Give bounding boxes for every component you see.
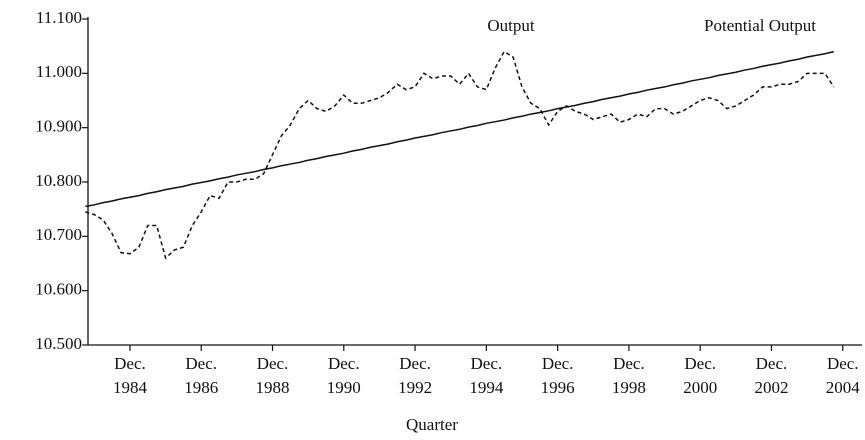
x-tick-label: Dec. 1984 — [112, 354, 147, 397]
x-tick-label: Dec. 2000 — [683, 354, 718, 397]
y-tick-label: 11.000 — [36, 62, 82, 81]
x-tick-label: Dec. 1998 — [611, 354, 646, 397]
annotation: Potential Output — [704, 16, 816, 35]
line-solid — [85, 50, 835, 208]
y-tick-label: 10.500 — [35, 334, 82, 353]
y-tick-label: 10.700 — [35, 225, 82, 244]
x-tick-label: Dec. 1996 — [540, 354, 575, 397]
y-tick-label: 11.100 — [36, 8, 82, 27]
x-tick-label: Dec. 1990 — [326, 354, 361, 397]
y-tick-label: 10.900 — [35, 117, 82, 136]
annotation: Output — [487, 16, 535, 35]
x-tick-label: Dec. 2002 — [754, 354, 789, 397]
x-tick-label: Dec. 1988 — [255, 354, 290, 397]
y-tick-label: 10.800 — [35, 171, 82, 190]
x-tick-label: Dec. 1986 — [184, 354, 219, 397]
x-tick-label: Dec. 2004 — [825, 354, 860, 397]
x-tick-label: Dec. 1994 — [469, 354, 504, 397]
y-tick-label: 10.600 — [35, 280, 82, 299]
x-axis-title: Quarter — [406, 415, 458, 434]
x-tick-label: Dec. 1992 — [398, 354, 433, 397]
line-dashed — [85, 50, 835, 260]
